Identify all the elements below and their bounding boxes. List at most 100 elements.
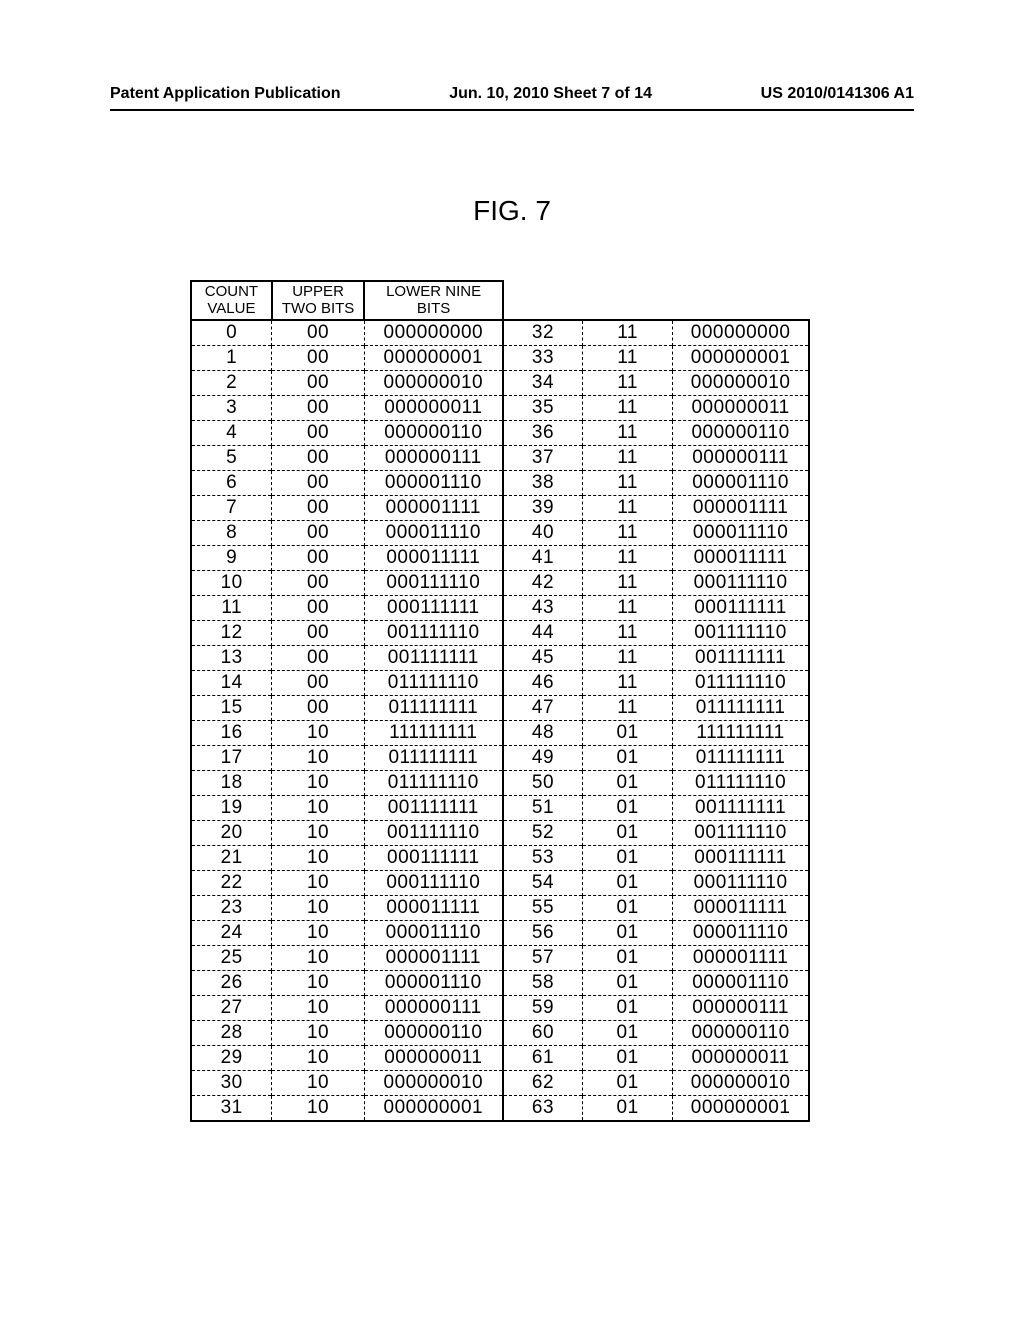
cell-count: 14 bbox=[191, 671, 272, 696]
table-row: 6000000011103811000001110 bbox=[191, 471, 809, 496]
cell-lower: 001111110 bbox=[364, 621, 503, 646]
cell-upper: 00 bbox=[272, 546, 364, 571]
cell-count: 19 bbox=[191, 796, 272, 821]
cell-lower2: 011111110 bbox=[673, 671, 809, 696]
cell-lower: 001111111 bbox=[364, 646, 503, 671]
cell-count2: 41 bbox=[503, 546, 583, 571]
cell-lower2: 000001110 bbox=[673, 971, 809, 996]
cell-count2: 59 bbox=[503, 996, 583, 1021]
cell-lower2: 001111110 bbox=[673, 621, 809, 646]
cell-lower: 000011111 bbox=[364, 546, 503, 571]
cell-upper: 00 bbox=[272, 446, 364, 471]
cell-count: 3 bbox=[191, 396, 272, 421]
cell-upper2: 01 bbox=[583, 821, 673, 846]
cell-count2: 49 bbox=[503, 746, 583, 771]
cell-lower2: 000000001 bbox=[673, 1096, 809, 1122]
cell-lower2: 000001111 bbox=[673, 496, 809, 521]
cell-upper: 10 bbox=[272, 971, 364, 996]
cell-count2: 48 bbox=[503, 721, 583, 746]
count-table: COUNT VALUE UPPER TWO BITS LOWER NINE BI… bbox=[190, 280, 810, 1122]
cell-count2: 53 bbox=[503, 846, 583, 871]
cell-count2: 62 bbox=[503, 1071, 583, 1096]
cell-lower: 000000011 bbox=[364, 1046, 503, 1071]
cell-lower2: 001111111 bbox=[673, 646, 809, 671]
cell-upper: 10 bbox=[272, 846, 364, 871]
cell-lower2: 000111110 bbox=[673, 571, 809, 596]
cell-count: 2 bbox=[191, 371, 272, 396]
cell-upper: 00 bbox=[272, 621, 364, 646]
col-header-empty3 bbox=[673, 281, 809, 320]
cell-count: 4 bbox=[191, 421, 272, 446]
table-row: 17100111111114901011111111 bbox=[191, 746, 809, 771]
cell-upper: 00 bbox=[272, 396, 364, 421]
cell-upper2: 11 bbox=[583, 446, 673, 471]
cell-count: 10 bbox=[191, 571, 272, 596]
cell-upper2: 11 bbox=[583, 371, 673, 396]
cell-lower2: 000011111 bbox=[673, 546, 809, 571]
col-header-lower: LOWER NINE BITS bbox=[364, 281, 503, 320]
cell-count2: 36 bbox=[503, 421, 583, 446]
cell-lower2: 000111111 bbox=[673, 846, 809, 871]
cell-upper: 00 bbox=[272, 521, 364, 546]
cell-count: 27 bbox=[191, 996, 272, 1021]
cell-count2: 50 bbox=[503, 771, 583, 796]
cell-upper2: 11 bbox=[583, 471, 673, 496]
cell-lower: 000001111 bbox=[364, 946, 503, 971]
cell-upper: 10 bbox=[272, 721, 364, 746]
cell-upper: 10 bbox=[272, 796, 364, 821]
cell-count2: 38 bbox=[503, 471, 583, 496]
cell-lower2: 000000111 bbox=[673, 996, 809, 1021]
cell-lower: 000000001 bbox=[364, 1096, 503, 1122]
table-row: 20100011111105201001111110 bbox=[191, 821, 809, 846]
cell-upper: 10 bbox=[272, 921, 364, 946]
cell-upper2: 11 bbox=[583, 346, 673, 371]
cell-count: 18 bbox=[191, 771, 272, 796]
cell-lower2: 000011111 bbox=[673, 896, 809, 921]
table-row: 4000000001103611000000110 bbox=[191, 421, 809, 446]
table-row: 27100000001115901000000111 bbox=[191, 996, 809, 1021]
table-row: 29100000000116101000000011 bbox=[191, 1046, 809, 1071]
cell-lower: 000000111 bbox=[364, 446, 503, 471]
cell-lower: 000011111 bbox=[364, 896, 503, 921]
cell-upper2: 01 bbox=[583, 946, 673, 971]
cell-lower2: 000001111 bbox=[673, 946, 809, 971]
table-row: 23100000111115501000011111 bbox=[191, 896, 809, 921]
cell-count2: 44 bbox=[503, 621, 583, 646]
table-row: 21100001111115301000111111 bbox=[191, 846, 809, 871]
cell-upper2: 11 bbox=[583, 421, 673, 446]
cell-count: 13 bbox=[191, 646, 272, 671]
cell-upper: 00 bbox=[272, 696, 364, 721]
col-header-count: COUNT VALUE bbox=[191, 281, 272, 320]
cell-upper: 00 bbox=[272, 471, 364, 496]
cell-count: 5 bbox=[191, 446, 272, 471]
cell-lower2: 000000111 bbox=[673, 446, 809, 471]
cell-upper: 00 bbox=[272, 646, 364, 671]
cell-upper: 10 bbox=[272, 1046, 364, 1071]
cell-count: 9 bbox=[191, 546, 272, 571]
cell-lower2: 000000011 bbox=[673, 396, 809, 421]
cell-lower: 001111110 bbox=[364, 821, 503, 846]
table-row: 0000000000003211000000000 bbox=[191, 320, 809, 346]
cell-count: 30 bbox=[191, 1071, 272, 1096]
cell-lower: 000000011 bbox=[364, 396, 503, 421]
cell-count2: 63 bbox=[503, 1096, 583, 1122]
table-row: 28100000001106001000000110 bbox=[191, 1021, 809, 1046]
cell-upper: 10 bbox=[272, 996, 364, 1021]
cell-count2: 33 bbox=[503, 346, 583, 371]
cell-upper2: 11 bbox=[583, 621, 673, 646]
cell-upper2: 11 bbox=[583, 646, 673, 671]
cell-lower: 000111111 bbox=[364, 846, 503, 871]
cell-upper2: 01 bbox=[583, 1071, 673, 1096]
cell-upper: 00 bbox=[272, 571, 364, 596]
cell-count: 25 bbox=[191, 946, 272, 971]
cell-count: 0 bbox=[191, 320, 272, 346]
cell-count2: 35 bbox=[503, 396, 583, 421]
cell-count2: 40 bbox=[503, 521, 583, 546]
cell-count: 23 bbox=[191, 896, 272, 921]
cell-upper: 00 bbox=[272, 346, 364, 371]
table-row: 12000011111104411001111110 bbox=[191, 621, 809, 646]
cell-lower2: 000011110 bbox=[673, 921, 809, 946]
col-header-empty2 bbox=[583, 281, 673, 320]
cell-upper2: 01 bbox=[583, 1096, 673, 1122]
cell-count2: 37 bbox=[503, 446, 583, 471]
